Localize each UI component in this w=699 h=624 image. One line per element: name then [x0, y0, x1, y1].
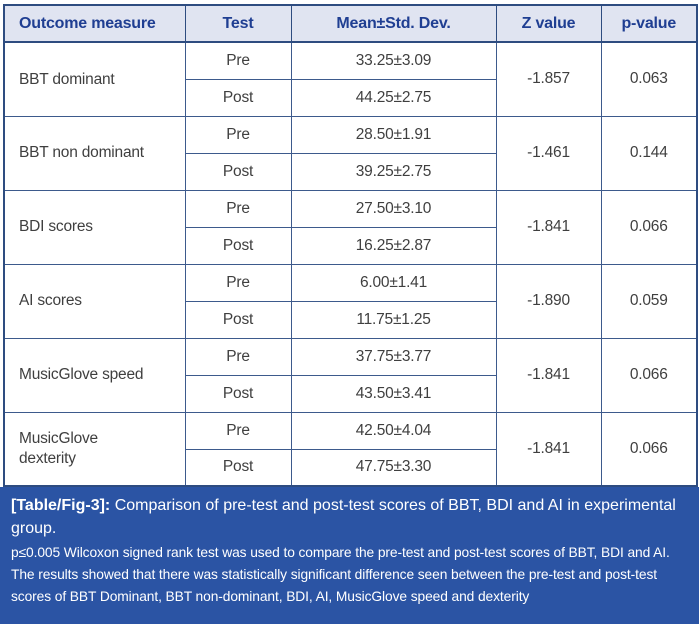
mean-post-cell: 43.50±3.41 [290, 374, 497, 413]
test-post-cell: Post [184, 448, 292, 487]
column-header-p-value: p-value [600, 4, 698, 43]
p-value-cell: 0.063 [600, 41, 698, 117]
table-row: Post 16.25±2.87 [4, 226, 697, 265]
column-header-test: Test [184, 4, 292, 43]
table-row: Post 39.25±2.75 [4, 152, 697, 191]
table-row: MusicGlove speed Pre 37.75±3.77 -1.841 0… [3, 337, 698, 413]
table-row: MusicGlove dexterity Pre 42.50±4.04 -1.8… [3, 411, 698, 487]
z-value-cell: -1.857 [495, 41, 602, 117]
outcome-measure-cell: BDI scores [3, 189, 186, 265]
mean-post-cell: 44.25±2.75 [290, 78, 497, 117]
z-value-cell: -1.890 [495, 263, 602, 339]
header-row: Outcome measure Test Mean±Std. Dev. Z va… [3, 4, 698, 43]
table-row: AI scores Pre 6.00±1.41 -1.890 0.059 [3, 263, 698, 339]
outcome-measure-cell: MusicGlove dexterity [3, 411, 186, 487]
table-row: Post 43.50±3.41 [4, 374, 697, 413]
results-table: Outcome measure Test Mean±Std. Dev. Z va… [3, 4, 698, 487]
mean-pre-cell: 42.50±4.04 [290, 411, 497, 450]
test-post-cell: Post [184, 78, 292, 117]
z-value-cell: -1.841 [495, 411, 602, 487]
test-pre-cell: Pre [184, 263, 292, 302]
test-post-cell: Post [184, 374, 292, 413]
outcome-measure-cell: AI scores [3, 263, 186, 339]
table-row: BDI scores Pre 27.50±3.10 -1.841 0.066 [3, 189, 698, 265]
caption-panel: [Table/Fig-3]: Comparison of pre-test an… [0, 487, 699, 624]
z-value-cell: -1.461 [495, 115, 602, 191]
outcome-measure-cell: MusicGlove speed [3, 337, 186, 413]
mean-pre-cell: 28.50±1.91 [290, 115, 497, 154]
test-pre-cell: Pre [184, 115, 292, 154]
column-header-z-value: Z value [495, 4, 602, 43]
table-row: Post 44.25±2.75 [4, 78, 697, 117]
mean-post-cell: 47.75±3.30 [290, 448, 497, 487]
table-row: Post 47.75±3.30 [4, 448, 697, 487]
mean-post-cell: 11.75±1.25 [290, 300, 497, 339]
test-post-cell: Post [184, 300, 292, 339]
test-pre-cell: Pre [184, 41, 292, 80]
mean-post-cell: 39.25±2.75 [290, 152, 497, 191]
p-value-cell: 0.059 [600, 263, 698, 339]
z-value-cell: -1.841 [495, 337, 602, 413]
mean-pre-cell: 27.50±3.10 [290, 189, 497, 228]
test-post-cell: Post [184, 226, 292, 265]
outcome-measure-cell: BBT dominant [3, 41, 186, 117]
outcome-measure-cell: BBT non dominant [3, 115, 186, 191]
p-value-cell: 0.066 [600, 411, 698, 487]
p-value-cell: 0.066 [600, 189, 698, 265]
test-pre-cell: Pre [184, 411, 292, 450]
table-caption: [Table/Fig-3]: Comparison of pre-test an… [11, 495, 688, 540]
test-post-cell: Post [184, 152, 292, 191]
caption-note: p≤0.005 Wilcoxon signed rank test was us… [11, 545, 670, 605]
z-value-cell: -1.841 [495, 189, 602, 265]
p-value-cell: 0.066 [600, 337, 698, 413]
table-row: Post 11.75±1.25 [4, 300, 697, 339]
mean-post-cell: 16.25±2.87 [290, 226, 497, 265]
test-pre-cell: Pre [184, 189, 292, 228]
mean-pre-cell: 37.75±3.77 [290, 337, 497, 376]
mean-pre-cell: 6.00±1.41 [290, 263, 497, 302]
caption-tag: [Table/Fig-3]: [11, 497, 111, 514]
p-value-cell: 0.144 [600, 115, 698, 191]
column-header-outcome-measure: Outcome measure [3, 4, 186, 43]
column-header-mean-std: Mean±Std. Dev. [290, 4, 497, 43]
mean-pre-cell: 33.25±3.09 [290, 41, 497, 80]
table-row: BBT dominant Pre 33.25±3.09 -1.857 0.063 [3, 41, 698, 117]
test-pre-cell: Pre [184, 337, 292, 376]
caption-text: Comparison of pre-test and post-test sco… [11, 497, 676, 537]
table-row: BBT non dominant Pre 28.50±1.91 -1.461 0… [3, 115, 698, 191]
